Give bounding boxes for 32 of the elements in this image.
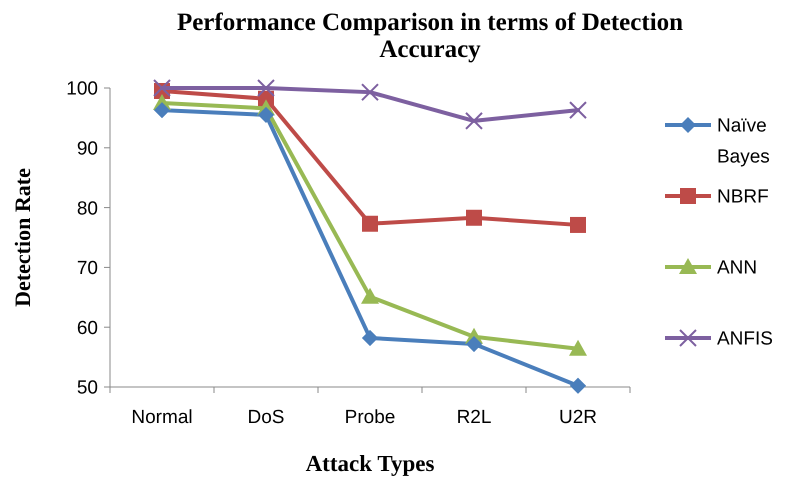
point	[361, 83, 379, 102]
point	[258, 106, 274, 123]
x-tick-label: U2R	[558, 407, 598, 428]
point	[361, 288, 379, 304]
point	[465, 112, 483, 130]
point	[570, 216, 586, 233]
chart-title: Performance Comparison in terms of Detection Accuracy	[176, 9, 684, 63]
point	[569, 340, 587, 356]
point	[154, 102, 170, 118]
point	[570, 378, 586, 394]
point	[257, 79, 275, 97]
x-tick-label: R2L	[456, 407, 492, 428]
point	[466, 210, 482, 226]
legend-label: ANFIS	[717, 328, 773, 350]
x-tick-label: DoS	[248, 407, 284, 428]
x-axis-title: Attack Types	[306, 451, 434, 476]
y-tick-label: 80	[76, 198, 98, 220]
legend-label: Naïve Bayes	[717, 116, 770, 168]
y-tick-label: 100	[66, 78, 98, 100]
y-axis-title: Detection Rate	[10, 168, 35, 307]
x-tick-label: Probe	[344, 407, 396, 428]
legend-label: ANN	[717, 258, 758, 279]
point	[153, 79, 171, 97]
point	[569, 101, 587, 120]
y-tick-label: 50	[76, 378, 98, 399]
y-tick-label: 60	[76, 318, 98, 339]
y-tick-label: 70	[76, 258, 98, 280]
y-tick-label: 90	[76, 138, 98, 160]
point	[362, 216, 378, 232]
point	[466, 336, 482, 352]
x-tick-label: Normal	[131, 407, 193, 428]
legend-label: NBRF	[717, 186, 769, 208]
